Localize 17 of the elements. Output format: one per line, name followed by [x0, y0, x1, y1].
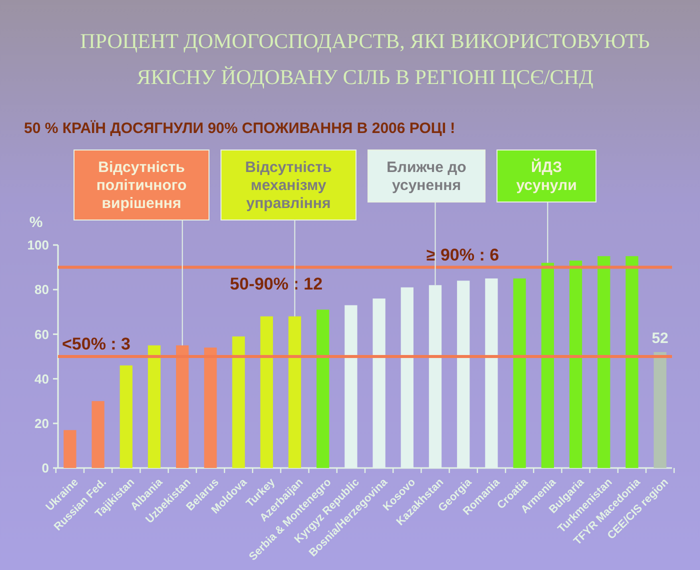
text: Відсутність політичного вирішення [96, 159, 187, 212]
chart-subtitle: 50 % КРАЇН ДОСЯГНУЛИ 90% СПОЖИВАННЯ В 2006 РОЦІ ! [24, 120, 456, 137]
y-tick-label: 40 [34, 371, 49, 386]
y-tick-label: 60 [34, 326, 49, 342]
annotation: 50-90% : 12 [230, 274, 323, 294]
text: ЙДЗ усунули [516, 158, 577, 194]
y-tick-label: 80 [34, 282, 49, 298]
y-tick-label: 100 [27, 238, 49, 253]
ref-line-label: ≥ 90% : 6 [426, 245, 500, 264]
y-tick-label: 0 [42, 460, 49, 476]
y-tick-label: 20 [34, 416, 49, 431]
text: Відсутність механізму управління [245, 159, 332, 212]
y-axis-title: % [29, 214, 43, 231]
text: Ближче до усунення [386, 159, 466, 194]
ref-line-label: <50% : 3 [62, 334, 131, 354]
data-label: 52 [652, 330, 668, 348]
chart-title: ПРОЦЕНТ ДОМОГОСПОДАРСТВ, ЯКІ ВИКОРИСТОВУЮТЬ ЯКІСНУ ЙОДОВАНУ СІЛЬ В РЕГІОНІ ЦСЄ/СНД [80, 29, 650, 89]
